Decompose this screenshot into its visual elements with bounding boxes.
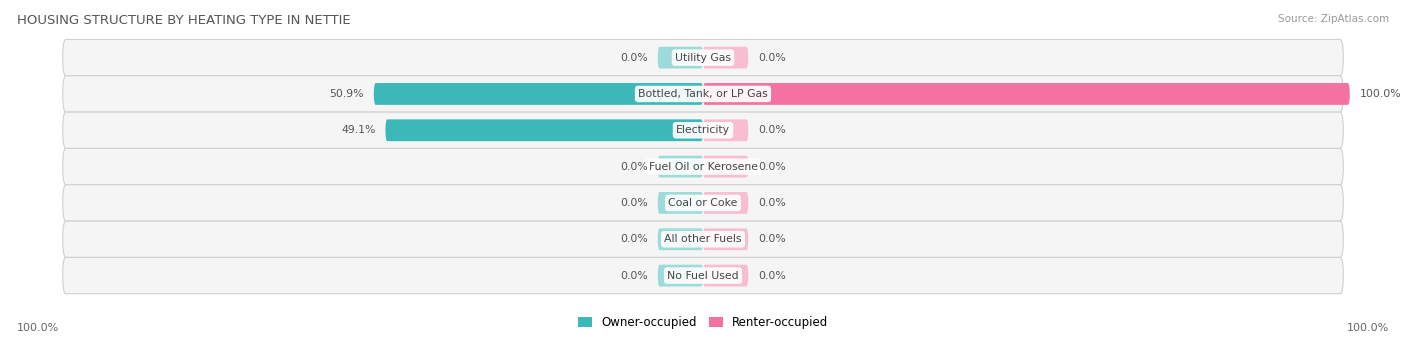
Text: 0.0%: 0.0% bbox=[758, 234, 786, 244]
Text: 0.0%: 0.0% bbox=[758, 198, 786, 208]
FancyBboxPatch shape bbox=[63, 76, 1343, 112]
FancyBboxPatch shape bbox=[703, 192, 748, 214]
Text: 0.0%: 0.0% bbox=[758, 125, 786, 135]
Text: Bottled, Tank, or LP Gas: Bottled, Tank, or LP Gas bbox=[638, 89, 768, 99]
Text: 0.0%: 0.0% bbox=[620, 162, 648, 172]
FancyBboxPatch shape bbox=[658, 192, 703, 214]
FancyBboxPatch shape bbox=[703, 265, 748, 287]
FancyBboxPatch shape bbox=[658, 156, 703, 177]
Text: All other Fuels: All other Fuels bbox=[664, 234, 742, 244]
Text: Utility Gas: Utility Gas bbox=[675, 53, 731, 63]
Text: 49.1%: 49.1% bbox=[342, 125, 375, 135]
FancyBboxPatch shape bbox=[63, 112, 1343, 149]
Text: Fuel Oil or Kerosene: Fuel Oil or Kerosene bbox=[648, 162, 758, 172]
Text: Source: ZipAtlas.com: Source: ZipAtlas.com bbox=[1278, 14, 1389, 23]
FancyBboxPatch shape bbox=[658, 47, 703, 69]
FancyBboxPatch shape bbox=[385, 119, 703, 141]
FancyBboxPatch shape bbox=[63, 257, 1343, 294]
FancyBboxPatch shape bbox=[63, 149, 1343, 185]
Text: 0.0%: 0.0% bbox=[620, 271, 648, 280]
FancyBboxPatch shape bbox=[658, 265, 703, 287]
Text: Coal or Coke: Coal or Coke bbox=[668, 198, 738, 208]
FancyBboxPatch shape bbox=[703, 156, 748, 177]
Legend: Owner-occupied, Renter-occupied: Owner-occupied, Renter-occupied bbox=[572, 312, 834, 334]
Text: 100.0%: 100.0% bbox=[17, 323, 59, 333]
FancyBboxPatch shape bbox=[63, 185, 1343, 221]
Text: 0.0%: 0.0% bbox=[620, 234, 648, 244]
Text: Electricity: Electricity bbox=[676, 125, 730, 135]
Text: 0.0%: 0.0% bbox=[758, 271, 786, 280]
FancyBboxPatch shape bbox=[703, 119, 748, 141]
Text: HOUSING STRUCTURE BY HEATING TYPE IN NETTIE: HOUSING STRUCTURE BY HEATING TYPE IN NET… bbox=[17, 14, 350, 27]
FancyBboxPatch shape bbox=[63, 39, 1343, 76]
Text: 0.0%: 0.0% bbox=[620, 53, 648, 63]
FancyBboxPatch shape bbox=[703, 228, 748, 250]
FancyBboxPatch shape bbox=[63, 221, 1343, 257]
Text: 0.0%: 0.0% bbox=[620, 198, 648, 208]
FancyBboxPatch shape bbox=[703, 47, 748, 69]
Text: 50.9%: 50.9% bbox=[329, 89, 364, 99]
FancyBboxPatch shape bbox=[658, 228, 703, 250]
Text: No Fuel Used: No Fuel Used bbox=[668, 271, 738, 280]
Text: 0.0%: 0.0% bbox=[758, 53, 786, 63]
Text: 0.0%: 0.0% bbox=[758, 162, 786, 172]
FancyBboxPatch shape bbox=[374, 83, 703, 105]
Text: 100.0%: 100.0% bbox=[1360, 89, 1402, 99]
FancyBboxPatch shape bbox=[703, 83, 1350, 105]
Text: 100.0%: 100.0% bbox=[1347, 323, 1389, 333]
